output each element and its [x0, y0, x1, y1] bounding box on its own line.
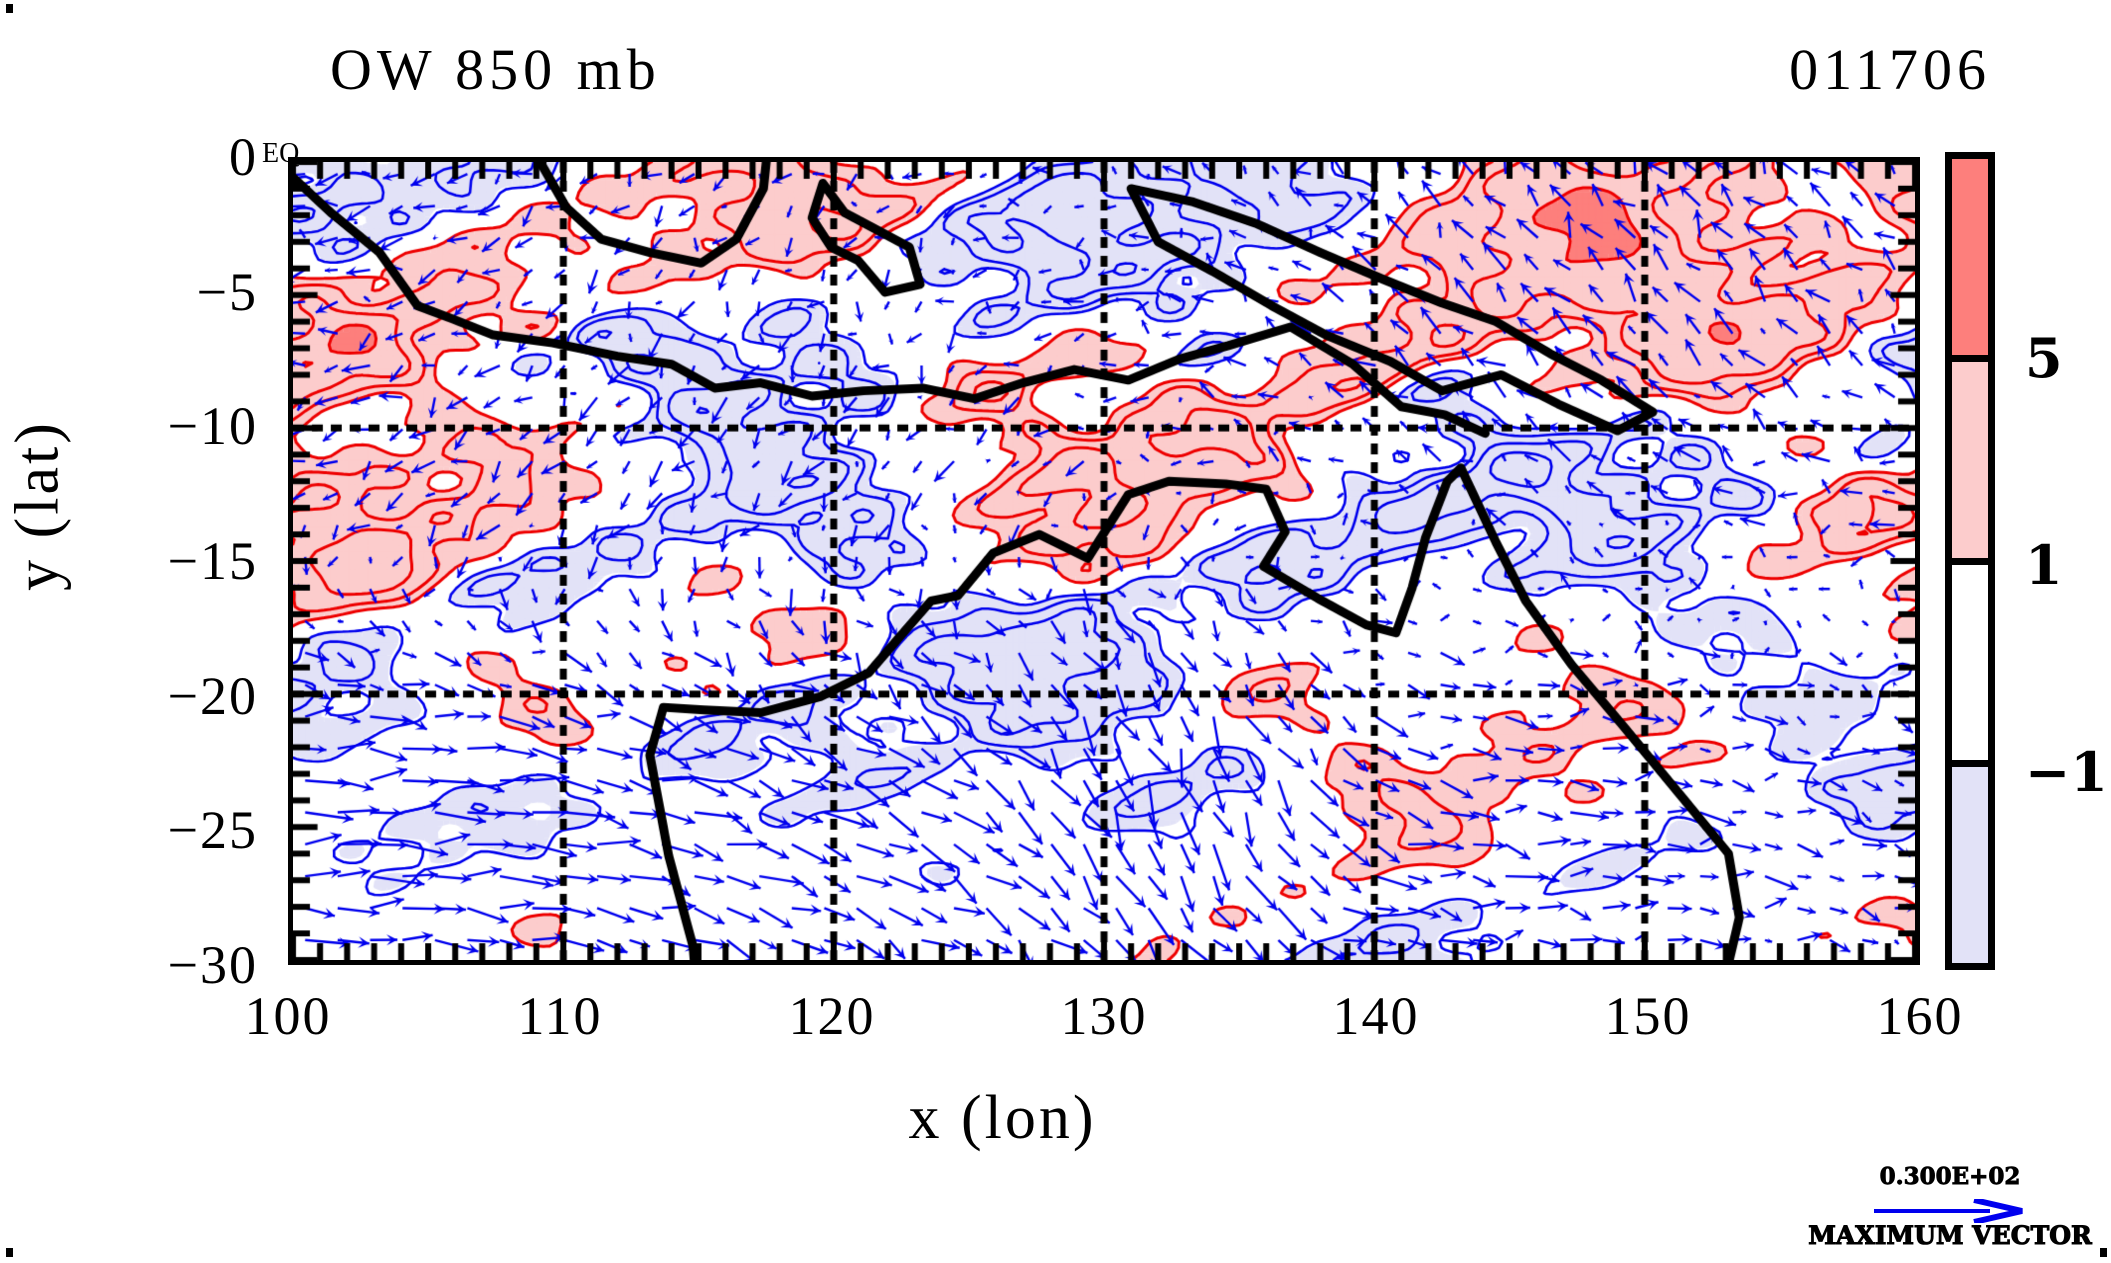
colorbar-segment-below-m1: [1952, 767, 1988, 963]
colorbar: [1945, 152, 1995, 970]
colorbar-label-m1: −1: [2025, 740, 2108, 804]
y-tick-m15: −15: [167, 531, 258, 591]
maximum-vector-key: 0.300E+02 MAXIMUM VECTOR: [1800, 1163, 2100, 1258]
corner-mark-bottom-right: [2100, 1248, 2107, 1257]
x-tick-140: 140: [1332, 986, 1420, 1046]
colorbar-label-5: 5: [2025, 326, 2063, 390]
corner-mark-bottom-left: [6, 1248, 13, 1257]
plot-area: [288, 157, 1920, 965]
x-tick-100: 100: [244, 986, 332, 1046]
plot-title: OW 850 mb: [330, 37, 661, 102]
y-tick-m10: −10: [167, 396, 258, 456]
plot-canvas: [293, 162, 1915, 960]
y-tick-m5: −5: [196, 262, 258, 322]
x-tick-150: 150: [1604, 986, 1692, 1046]
x-tick-160: 160: [1876, 986, 1964, 1046]
y-tick-m25: −25: [167, 800, 258, 860]
plot-timestamp: 011706: [1789, 37, 1991, 102]
x-tick-120: 120: [788, 986, 876, 1046]
max-vector-arrow-icon: [1870, 1197, 2030, 1228]
x-axis-title: x (lon): [908, 1084, 1097, 1152]
y-tick-m20: −20: [167, 666, 258, 726]
max-vector-value: 0.300E+02: [1879, 1163, 2021, 1191]
colorbar-segment-1-to-5: [1952, 361, 1988, 565]
equator-label: EQ: [262, 138, 300, 169]
max-vector-caption: MAXIMUM VECTOR: [1808, 1220, 2093, 1250]
y-axis-title: y (lat): [3, 420, 72, 591]
colorbar-segment-above-5: [1952, 159, 1988, 362]
corner-mark-top-left: [6, 4, 13, 13]
y-tick-0: 0: [229, 127, 258, 187]
y-tick-m30: −30: [167, 935, 258, 995]
x-tick-110: 110: [517, 986, 603, 1046]
x-tick-130: 130: [1060, 986, 1148, 1046]
colorbar-label-1: 1: [2025, 533, 2063, 597]
colorbar-segment-m1-to-1: [1952, 564, 1988, 768]
